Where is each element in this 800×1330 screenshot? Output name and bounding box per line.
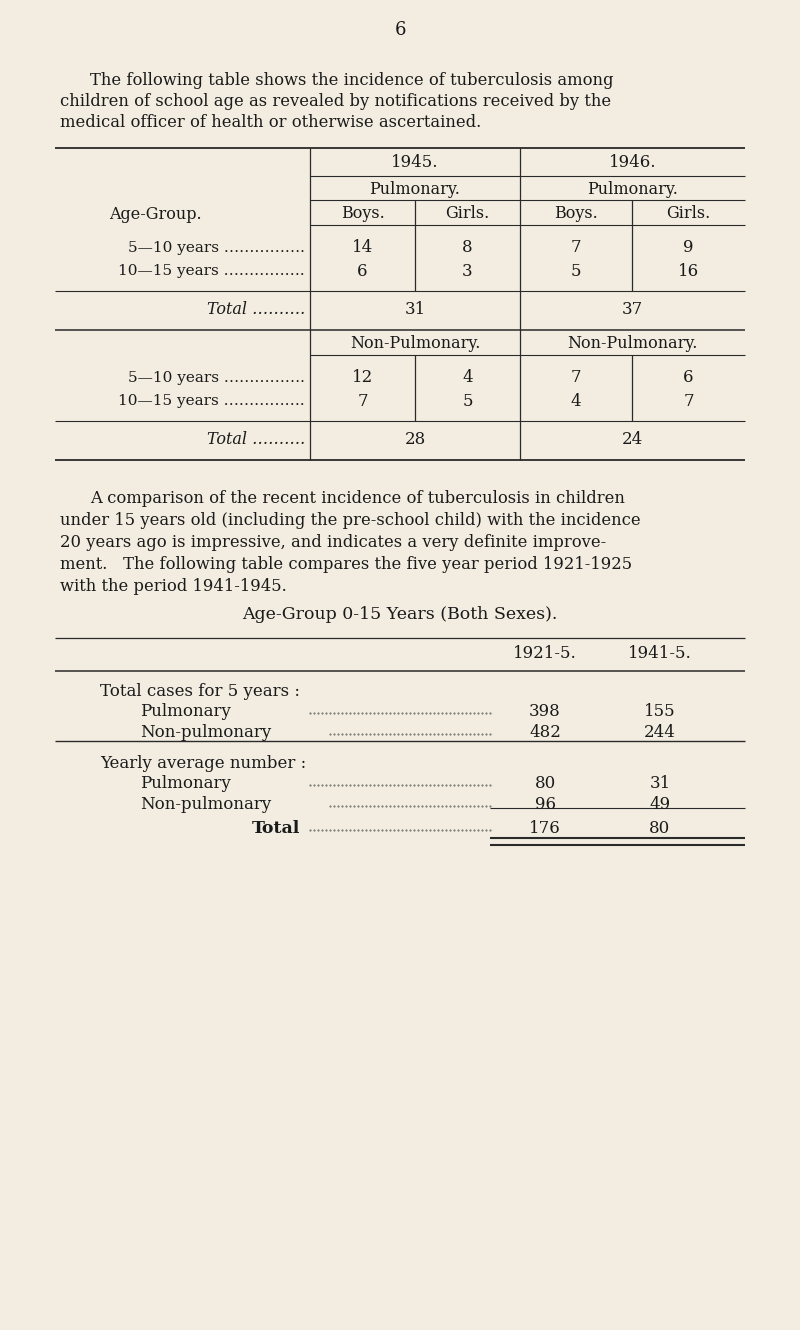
Text: 8: 8 (462, 239, 473, 257)
Text: A comparison of the recent incidence of tuberculosis in children: A comparison of the recent incidence of … (90, 489, 625, 507)
Text: 10—15 years …………….: 10—15 years ……………. (118, 394, 305, 408)
Text: 96: 96 (534, 795, 555, 813)
Text: Age-Group.: Age-Group. (109, 206, 202, 223)
Text: Total ……….: Total ………. (206, 302, 305, 318)
Text: 244: 244 (644, 724, 676, 741)
Text: Total cases for 5 years :: Total cases for 5 years : (100, 684, 300, 700)
Text: 28: 28 (404, 431, 426, 448)
Text: 6: 6 (394, 21, 406, 39)
Text: 5: 5 (570, 262, 582, 279)
Text: under 15 years old (including the pre-school child) with the incidence: under 15 years old (including the pre-sc… (60, 512, 641, 529)
Text: with the period 1941-1945.: with the period 1941-1945. (60, 579, 286, 595)
Text: Boys.: Boys. (341, 205, 384, 222)
Text: 80: 80 (650, 821, 670, 837)
Text: 398: 398 (529, 704, 561, 720)
Text: Non-Pulmonary.: Non-Pulmonary. (567, 335, 698, 352)
Text: 24: 24 (622, 431, 643, 448)
Text: 49: 49 (650, 795, 670, 813)
Text: medical officer of health or otherwise ascertained.: medical officer of health or otherwise a… (60, 114, 482, 130)
Text: 80: 80 (534, 775, 556, 791)
Text: 4: 4 (570, 392, 582, 410)
Text: 7: 7 (570, 370, 582, 387)
Text: 31: 31 (650, 775, 670, 791)
Text: Girls.: Girls. (666, 205, 710, 222)
Text: 7: 7 (683, 392, 694, 410)
Text: Pulmonary.: Pulmonary. (587, 181, 678, 198)
Text: 20 years ago is impressive, and indicates a very definite improve-: 20 years ago is impressive, and indicate… (60, 535, 606, 551)
Text: 14: 14 (352, 239, 373, 257)
Text: Age-Group 0-15 Years (Both Sexes).: Age-Group 0-15 Years (Both Sexes). (242, 606, 558, 622)
Text: 5: 5 (462, 392, 473, 410)
Text: Pulmonary.: Pulmonary. (370, 181, 461, 198)
Text: 5—10 years …………….: 5—10 years ……………. (128, 241, 305, 255)
Text: children of school age as revealed by notifications received by the: children of school age as revealed by no… (60, 93, 611, 110)
Text: 7: 7 (357, 392, 368, 410)
Text: Pulmonary: Pulmonary (140, 775, 231, 791)
Text: The following table shows the incidence of tuberculosis among: The following table shows the incidence … (90, 72, 614, 89)
Text: Pulmonary: Pulmonary (140, 704, 231, 720)
Text: 9: 9 (683, 239, 694, 257)
Text: 1945.: 1945. (391, 154, 438, 172)
Text: 1946.: 1946. (609, 154, 656, 172)
Text: 10—15 years …………….: 10—15 years ……………. (118, 263, 305, 278)
Text: Total: Total (252, 821, 300, 837)
Text: 12: 12 (352, 370, 373, 387)
Text: 31: 31 (404, 302, 426, 318)
Text: Yearly average number :: Yearly average number : (100, 755, 306, 771)
Text: 1921-5.: 1921-5. (513, 645, 577, 662)
Text: 7: 7 (570, 239, 582, 257)
Text: Total ……….: Total ………. (206, 431, 305, 448)
Text: 1941-5.: 1941-5. (628, 645, 692, 662)
Text: 6: 6 (683, 370, 694, 387)
Text: 4: 4 (462, 370, 473, 387)
Text: 6: 6 (358, 262, 368, 279)
Text: 176: 176 (529, 821, 561, 837)
Text: 482: 482 (529, 724, 561, 741)
Text: ment.   The following table compares the five year period 1921-1925: ment. The following table compares the f… (60, 556, 632, 573)
Text: Non-Pulmonary.: Non-Pulmonary. (350, 335, 480, 352)
Text: Boys.: Boys. (554, 205, 598, 222)
Text: Non-pulmonary: Non-pulmonary (140, 795, 271, 813)
Text: 3: 3 (462, 262, 473, 279)
Text: 37: 37 (622, 302, 643, 318)
Text: Non-pulmonary: Non-pulmonary (140, 724, 271, 741)
Text: Girls.: Girls. (446, 205, 490, 222)
Text: 155: 155 (644, 704, 676, 720)
Text: 16: 16 (678, 262, 699, 279)
Text: 5—10 years …………….: 5—10 years ……………. (128, 371, 305, 384)
